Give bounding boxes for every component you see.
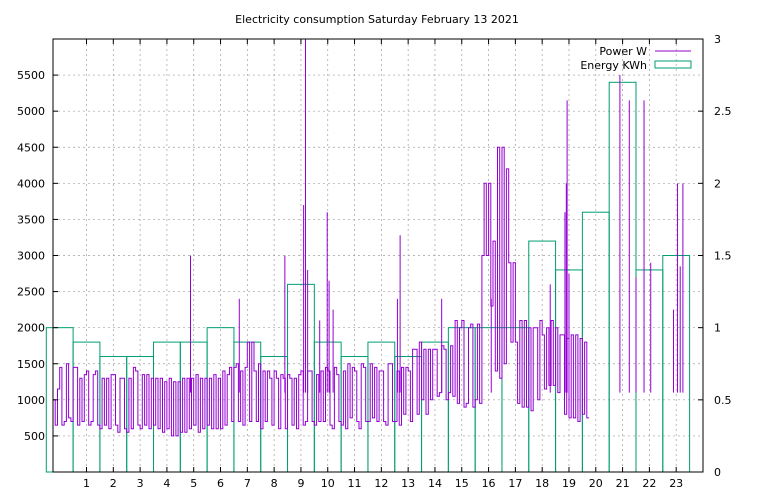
x-tick-label: 12 [374, 477, 388, 490]
x-tick-label: 15 [455, 477, 469, 490]
y-tick-label: 500 [24, 430, 45, 443]
x-tick-label: 7 [244, 477, 251, 490]
axis-ticks: 1 2 3 4 5 6 7 8 9 10 11 12 13 14 15 16 17 18 19 20 21 22 23500… [17, 33, 732, 490]
legend: Power W Energy KWh [580, 45, 692, 72]
y2-tick-label: 0.5 [714, 394, 732, 407]
y-tick-label: 5500 [17, 69, 45, 82]
y-tick-label: 4000 [17, 177, 45, 190]
x-tick-label: 2 [110, 477, 117, 490]
x-tick-label: 9 [297, 477, 304, 490]
x-tick-label: 21 [616, 477, 630, 490]
legend-label-power: Power W [599, 45, 647, 58]
y-tick-label: 1500 [17, 358, 45, 371]
chart-title: Electricity consumption Saturday Februar… [235, 13, 519, 26]
y-tick-label: 3000 [17, 250, 45, 263]
y2-tick-label: 2 [714, 177, 721, 190]
x-tick-label: 4 [163, 477, 170, 490]
y-tick-label: 3500 [17, 213, 45, 226]
grid [53, 39, 703, 472]
x-tick-label: 5 [190, 477, 197, 490]
x-tick-label: 3 [137, 477, 144, 490]
x-tick-label: 20 [589, 477, 603, 490]
x-tick-label: 11 [348, 477, 362, 490]
power-line-path [53, 146, 590, 437]
legend-swatch-energy [654, 60, 692, 69]
y2-tick-label: 2.5 [714, 105, 732, 118]
x-tick-label: 13 [401, 477, 415, 490]
y2-tick-label: 3 [714, 33, 721, 46]
y-tick-label: 4500 [17, 141, 45, 154]
y2-tick-label: 1.5 [714, 250, 732, 263]
x-tick-label: 6 [217, 477, 224, 490]
legend-label-energy: Energy KWh [580, 59, 647, 72]
x-tick-label: 10 [321, 477, 335, 490]
x-tick-label: 1 [83, 477, 90, 490]
y2-tick-label: 0 [714, 466, 721, 479]
x-tick-label: 22 [642, 477, 656, 490]
x-tick-label: 18 [535, 477, 549, 490]
y-tick-label: 2500 [17, 286, 45, 299]
y-tick-label: 5000 [17, 105, 45, 118]
x-tick-label: 14 [428, 477, 442, 490]
y2-tick-label: 1 [714, 322, 721, 335]
y-tick-label: 1000 [17, 394, 45, 407]
x-tick-label: 17 [508, 477, 522, 490]
x-tick-label: 19 [562, 477, 576, 490]
x-tick-label: 8 [271, 477, 278, 490]
x-tick-label: 16 [482, 477, 496, 490]
x-tick-label: 23 [669, 477, 683, 490]
power-line [53, 39, 684, 437]
y-tick-label: 2000 [17, 322, 45, 335]
